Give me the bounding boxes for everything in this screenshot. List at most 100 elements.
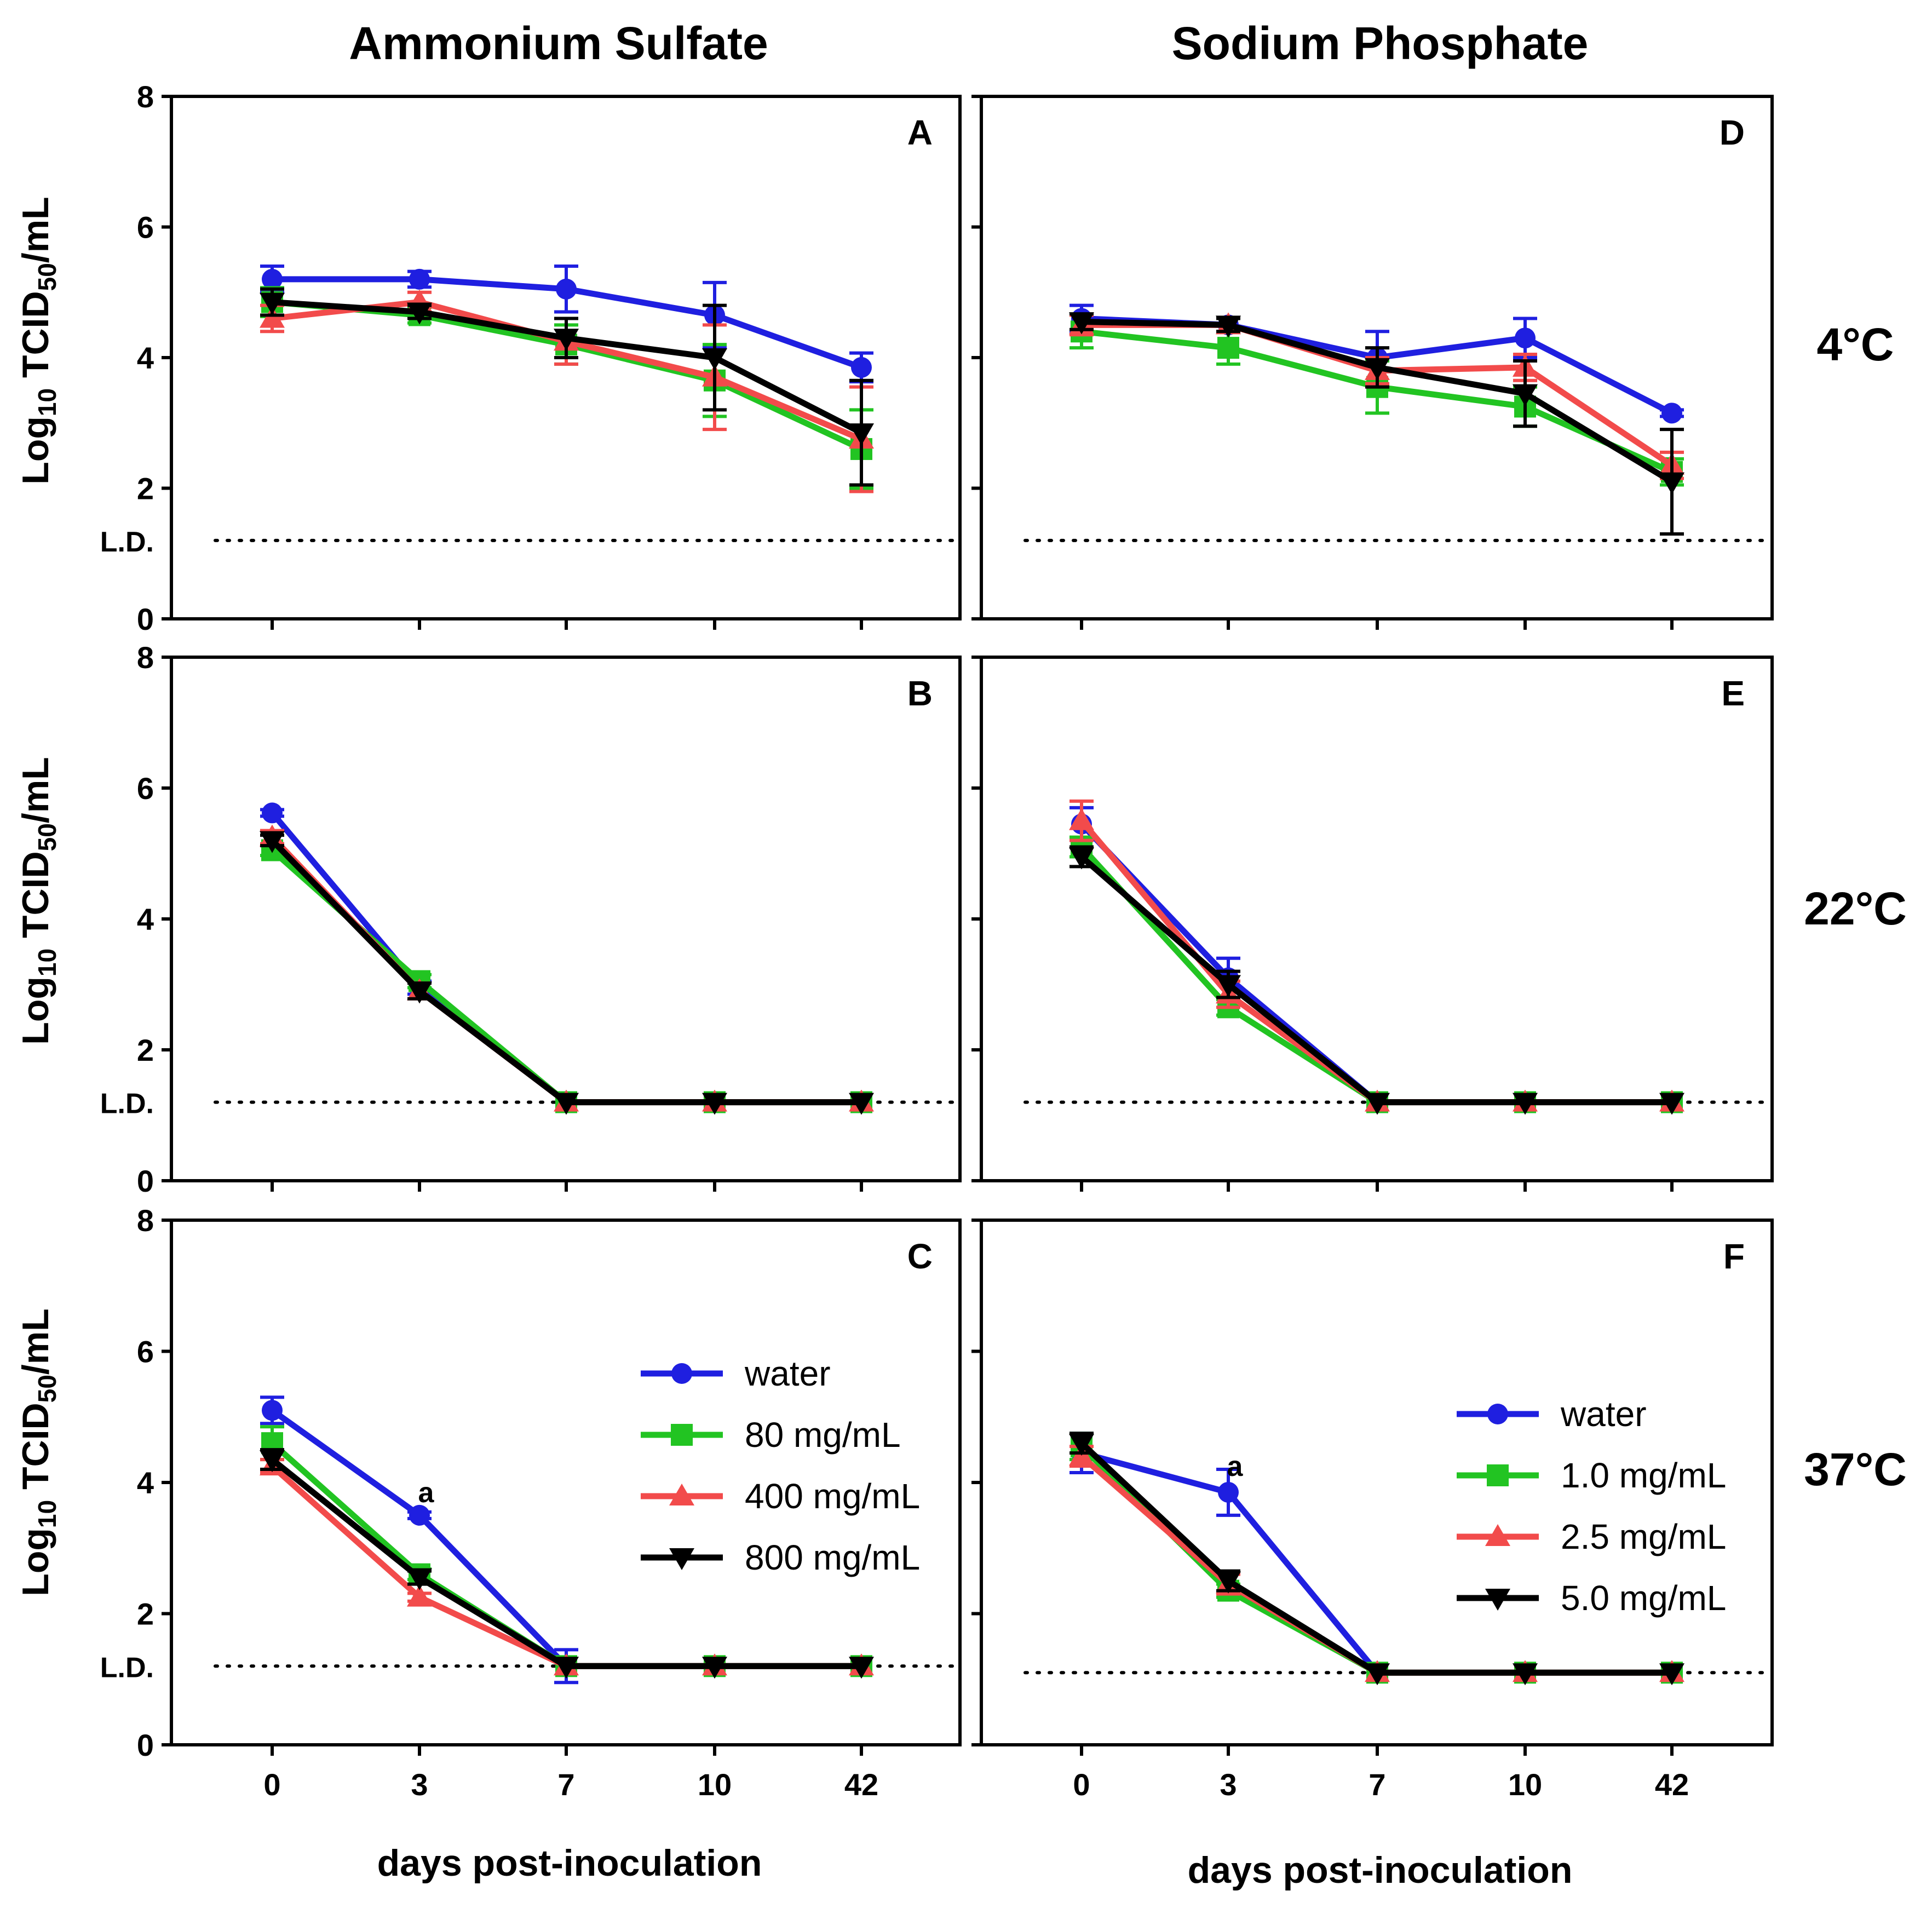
x-tick-label: 0 <box>1073 1767 1090 1802</box>
data-point <box>1069 808 1094 830</box>
data-point <box>554 329 579 351</box>
panel-f: 0 3 7 10 42 Fa water 1.0 mg/mL 2.5 mg/mL 5.0 mg/m… <box>971 1219 1774 1802</box>
data-point <box>702 1093 727 1115</box>
data-point <box>262 802 283 824</box>
series-line <box>269 811 861 1106</box>
data-point <box>1513 384 1538 406</box>
data-point <box>1659 472 1684 495</box>
data-point <box>409 1504 430 1526</box>
row-label-22c: 22°C <box>1804 883 1907 934</box>
annotation-label: a <box>418 1477 435 1509</box>
column-title-sodium-phosphate: Sodium Phosphate <box>1172 18 1589 69</box>
panel-letter: D <box>1720 113 1745 152</box>
row-label-37c: 37°C <box>1804 1444 1907 1495</box>
series-80-mg-ml <box>260 839 872 1113</box>
y-tick-label: 2 <box>137 1033 154 1067</box>
data-point <box>1365 1093 1390 1115</box>
y-tick-label: 8 <box>137 640 154 675</box>
legend-marker <box>1487 1464 1509 1486</box>
legend-label: 800 mg/mL <box>745 1538 920 1577</box>
legend-label: 400 mg/mL <box>745 1476 920 1516</box>
data-point <box>1216 975 1241 997</box>
x-tick-label: 42 <box>1655 1767 1689 1802</box>
panel-a: 0 2 4 6 8 L.D. A <box>100 79 962 636</box>
data-point <box>1513 1093 1538 1115</box>
data-point <box>1659 1093 1684 1115</box>
panels-group: 0 2 4 6 8 L.D. A 0 2 4 6 8 L.D. B 0 2 4 6 8 0 3 7 10 42 L.D. Ca wa… <box>100 79 1774 1802</box>
legend-marker <box>1485 1524 1510 1546</box>
series-800-mg-ml <box>260 1448 874 1679</box>
panel-letter: A <box>907 113 933 152</box>
data-point <box>407 1568 432 1590</box>
panel-letter: B <box>907 674 933 713</box>
x-tick-label: 10 <box>698 1767 732 1802</box>
column-title-ammonium-sulfate: Ammonium Sulfate <box>349 18 768 69</box>
data-point <box>851 357 872 378</box>
data-point <box>849 423 874 446</box>
series-5-0-mg-ml <box>1069 312 1684 536</box>
legend-label: 80 mg/mL <box>745 1415 901 1455</box>
legend-item-water: water <box>1457 1394 1647 1434</box>
series-5-0-mg-ml <box>1069 1432 1684 1686</box>
series-water <box>1070 806 1682 1113</box>
svg-text:Log10 TCID50/mL: Log10 TCID50/mL <box>15 1308 61 1596</box>
data-point <box>407 981 432 1004</box>
x-axis-title-right: days post-inoculation <box>1188 1849 1573 1891</box>
detection-limit-label: L.D. <box>100 1088 154 1120</box>
data-point <box>1069 1434 1094 1456</box>
x-tick-label: 7 <box>557 1767 574 1802</box>
series-line <box>270 835 861 1106</box>
data-point <box>1069 847 1094 870</box>
row-label-4c: 4°C <box>1817 319 1894 370</box>
series-1-0-mg-ml <box>1070 835 1683 1113</box>
legend-label: 5.0 mg/mL <box>1561 1578 1726 1618</box>
x-axis-title-left: days post-inoculation <box>377 1842 762 1884</box>
data-point <box>1217 337 1239 359</box>
y-tick-label: 8 <box>137 79 154 114</box>
series-water <box>260 802 872 1113</box>
data-point <box>407 1584 432 1607</box>
data-point <box>260 831 285 853</box>
annotation-label: a <box>1227 1451 1244 1482</box>
legend-label: 1.0 mg/mL <box>1561 1456 1726 1495</box>
panel-c: 0 2 4 6 8 0 3 7 10 42 L.D. Ca water 80 mg/mL 400 mg/mL… <box>100 1203 962 1802</box>
x-tick-label: 10 <box>1508 1767 1542 1802</box>
y-axis-title-row-1: Log10 TCID50/mL <box>15 197 61 484</box>
data-point <box>1515 327 1536 349</box>
data-point <box>1216 315 1241 338</box>
panel-letter: F <box>1723 1237 1745 1276</box>
legend-marker <box>671 1363 692 1384</box>
y-tick-label: 4 <box>137 1466 154 1500</box>
y-axis-title-row-3: Log10 TCID50/mL <box>15 1308 61 1596</box>
y-tick-label: 6 <box>137 771 154 806</box>
x-tick-label: 3 <box>1220 1767 1237 1802</box>
series-line <box>1079 821 1672 1106</box>
legend-item-5-0-mg-ml: 5.0 mg/mL <box>1457 1578 1726 1618</box>
data-point <box>1365 1663 1390 1686</box>
y-tick-label: 6 <box>137 1335 154 1369</box>
data-point <box>702 1657 727 1679</box>
series-line <box>1079 844 1672 1106</box>
panel-letter: E <box>1721 674 1745 713</box>
detection-limit-label: L.D. <box>100 1652 154 1683</box>
y-tick-label: 0 <box>137 1164 154 1198</box>
data-point <box>1365 358 1390 380</box>
y-tick-label: 0 <box>137 602 154 636</box>
series-400-mg-ml <box>260 824 874 1112</box>
panel-e: E <box>971 656 1774 1192</box>
series-800-mg-ml <box>260 287 874 487</box>
data-point <box>849 1657 874 1679</box>
panel-d: D <box>971 95 1774 630</box>
legend-item-80-mg-ml: 80 mg/mL <box>641 1415 901 1455</box>
data-point <box>702 348 727 370</box>
legend-marker <box>1485 1589 1510 1611</box>
data-point <box>262 268 283 290</box>
legend-marker <box>671 1424 693 1446</box>
x-tick-label: 0 <box>263 1767 280 1802</box>
data-point <box>260 292 285 315</box>
data-point <box>1659 1663 1684 1686</box>
y-tick-label: 0 <box>137 1728 154 1762</box>
legend-label: water <box>744 1354 831 1393</box>
x-tick-label: 3 <box>411 1767 428 1802</box>
data-point <box>1661 403 1682 424</box>
